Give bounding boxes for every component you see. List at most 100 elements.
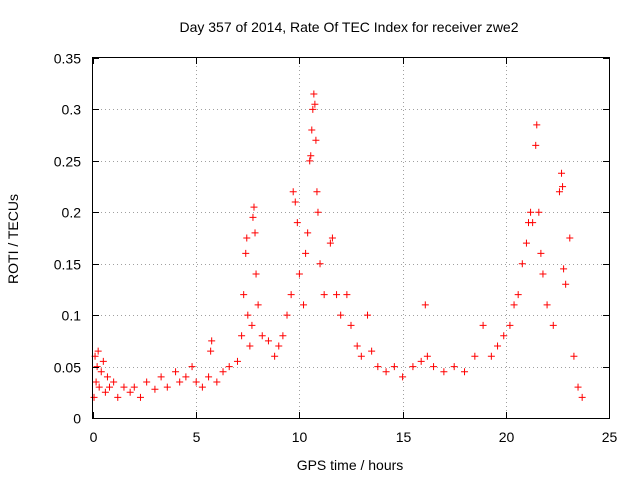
data-point — [264, 337, 272, 345]
data-point — [93, 363, 101, 371]
data-point — [409, 363, 417, 371]
data-point — [172, 368, 180, 376]
data-point — [103, 373, 111, 381]
data-point — [176, 378, 184, 386]
data-point — [529, 219, 537, 227]
data-point — [487, 352, 495, 360]
data-point — [205, 373, 213, 381]
data-point — [106, 383, 114, 391]
data-point — [471, 352, 479, 360]
data-point — [522, 239, 530, 247]
data-point — [390, 363, 398, 371]
data-point — [300, 301, 308, 309]
data-point — [559, 183, 567, 191]
data-point — [357, 352, 365, 360]
data-point — [560, 265, 568, 273]
data-point — [514, 291, 522, 299]
data-point — [208, 337, 216, 345]
data-point — [374, 363, 382, 371]
data-point — [535, 208, 543, 216]
y-axis-title: ROTI / TECUs — [5, 194, 21, 284]
data-point — [423, 352, 431, 360]
data-point — [293, 219, 301, 227]
data-point — [182, 373, 190, 381]
data-point — [309, 105, 317, 113]
data-point — [114, 393, 122, 401]
data-point — [252, 270, 260, 278]
data-point — [188, 363, 196, 371]
data-point — [258, 332, 266, 340]
y-tick-label: 0.15 — [54, 257, 81, 273]
data-point — [295, 270, 303, 278]
data-point — [549, 321, 557, 329]
x-tick-label: 5 — [193, 429, 201, 445]
data-point — [421, 301, 429, 309]
y-tick-label: 0.35 — [54, 51, 81, 67]
data-point — [110, 378, 118, 386]
x-axis-title: GPS time / hours — [297, 457, 404, 473]
data-point — [570, 352, 578, 360]
data-point — [225, 363, 233, 371]
data-point — [244, 311, 252, 319]
data-point — [143, 378, 151, 386]
data-point — [120, 383, 128, 391]
data-point — [291, 198, 299, 206]
data-point — [343, 291, 351, 299]
data-point — [97, 368, 105, 376]
data-point — [313, 188, 321, 196]
data-point — [368, 347, 376, 355]
data-point — [533, 121, 541, 129]
y-tick-label: 0.3 — [62, 102, 82, 118]
data-point — [233, 357, 241, 365]
data-point — [240, 291, 248, 299]
x-tick-label: 20 — [499, 429, 515, 445]
data-point — [283, 311, 291, 319]
data-point — [287, 291, 295, 299]
x-tick-label: 15 — [396, 429, 412, 445]
data-point — [532, 141, 540, 149]
data-point — [95, 383, 103, 391]
y-tick-label: 0.1 — [62, 308, 82, 324]
data-point — [246, 342, 254, 350]
data-point — [328, 234, 336, 242]
data-point — [207, 347, 215, 355]
data-point — [213, 378, 221, 386]
data-point — [238, 332, 246, 340]
data-point — [99, 357, 107, 365]
data-point — [399, 373, 407, 381]
data-point — [90, 393, 98, 401]
x-tick-label: 0 — [90, 429, 98, 445]
y-tick-label: 0.25 — [54, 154, 81, 170]
data-point — [279, 332, 287, 340]
data-point — [450, 363, 458, 371]
data-point — [314, 208, 322, 216]
data-point — [163, 383, 171, 391]
data-point — [430, 363, 438, 371]
data-point — [527, 208, 535, 216]
data-point — [510, 301, 518, 309]
data-point — [316, 260, 324, 268]
grid-layer — [93, 58, 609, 418]
data-point — [461, 368, 469, 376]
data-point — [440, 368, 448, 376]
data-point — [192, 378, 200, 386]
x-tick-label: 10 — [292, 429, 308, 445]
data-point — [417, 357, 425, 365]
data-point — [157, 373, 165, 381]
ticks-layer — [93, 58, 610, 419]
data-point — [578, 393, 586, 401]
data-point — [337, 311, 345, 319]
data-point — [543, 301, 551, 309]
data-point — [494, 342, 502, 350]
points-layer — [90, 90, 586, 401]
data-point — [537, 249, 545, 257]
data-point — [275, 342, 283, 350]
y-tick-label: 0.2 — [62, 205, 82, 221]
data-point — [506, 321, 514, 329]
data-point — [101, 388, 109, 396]
tick-labels-layer: 0 5 10 15 20 25 0 0.05 0.1 0.15 0.2 0.25 0.3 0.35 — [54, 51, 618, 446]
data-point — [242, 249, 250, 257]
data-point — [308, 126, 316, 134]
data-point — [92, 378, 100, 386]
